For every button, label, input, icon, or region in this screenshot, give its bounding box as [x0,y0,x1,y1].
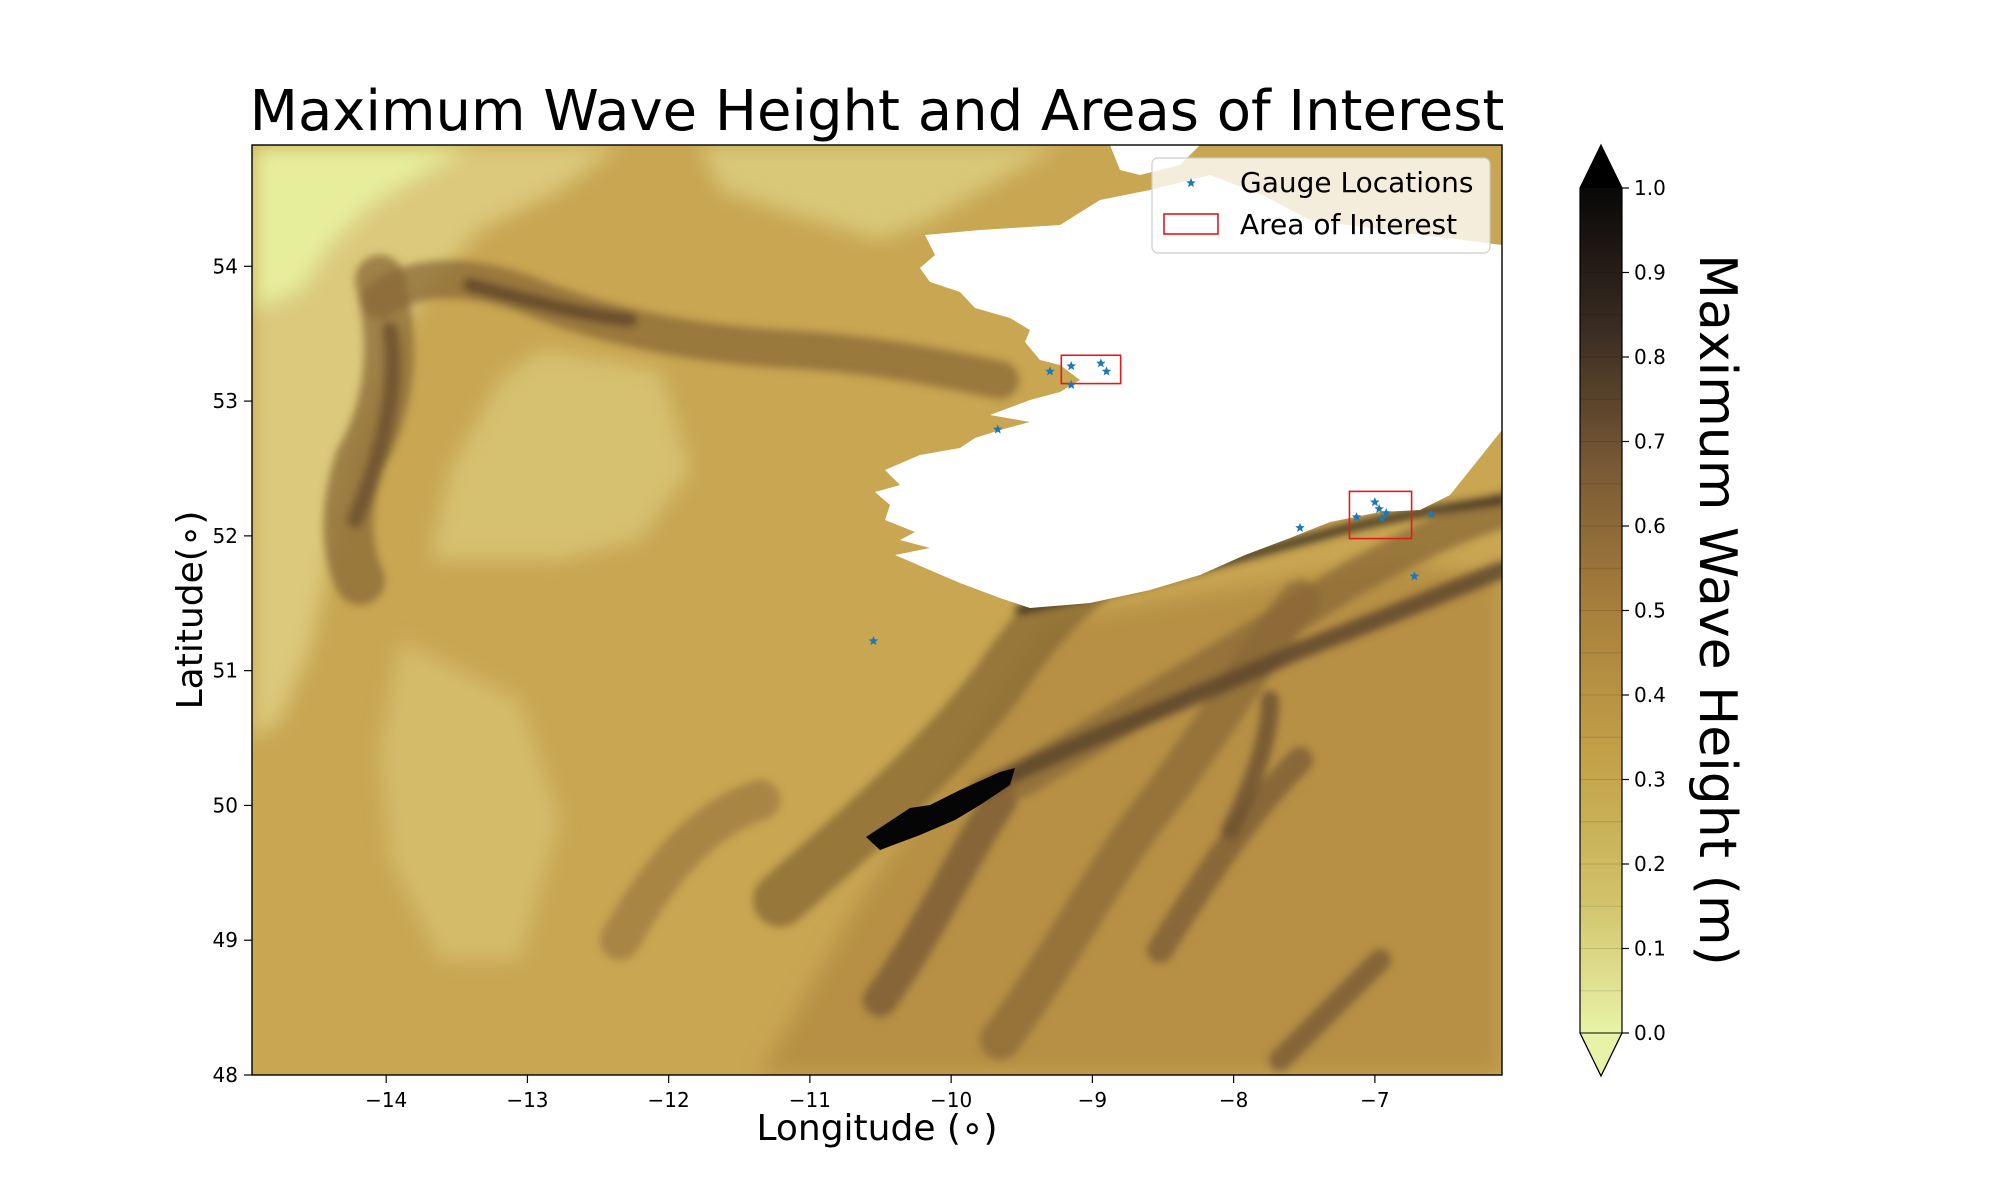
southern-ridge [1269,949,1391,1071]
gauge-marker [1096,358,1106,368]
central-ridge-d [600,780,780,960]
y-tick-label: 51 [213,659,238,683]
gauge-marker [1066,361,1076,371]
eastern-ridge-c [1221,691,1279,839]
y-tick-label: 54 [213,254,238,278]
colorbar-extend-min [1579,1032,1623,1078]
x-tick-label: −7 [1360,1088,1389,1112]
legend-box [1151,157,1491,254]
north-light-band [700,145,1060,240]
y-tick-label: 49 [213,928,238,952]
x-tick-label: −11 [789,1088,831,1112]
northwest-arc-ridge [323,255,414,605]
gauge-marker [993,424,1003,434]
x-axis-ticks: −14 −13 −12 −11 −10 −9 −8 −7 [365,1075,1390,1112]
ireland-landmass [875,175,1502,608]
gauge-marker [1374,503,1384,513]
gauge-marker [1381,507,1391,517]
x-tick-label: −10 [930,1088,972,1112]
central-ridge-b [863,783,1017,1017]
source-region-max [866,768,1015,850]
colorbar-tick-label: 0.8 [1634,345,1666,369]
colorbar-level-bands [1580,229,1622,992]
northern-arc-ridge [361,260,1019,399]
dark-core-swath [971,561,1502,799]
y-tick-label: 48 [213,1063,238,1087]
x-tick-label: −9 [1078,1088,1107,1112]
x-tick-label: −12 [648,1088,690,1112]
legend-item-gauges: Gauge Locations [1186,166,1474,199]
colorbar: 0.0 0.1 0.2 0.3 0.4 0.5 0.6 0.7 0.8 0.9 1.0 Maximu… [1579,143,1747,1078]
colorbar-tick-label: 0.1 [1634,937,1666,961]
areas-of-interest [1060,354,1413,540]
gauge-marker [1409,571,1420,581]
gauge-marker [1295,522,1305,532]
gauge-marker [1377,513,1387,523]
colorbar-tick-label: 0.0 [1634,1021,1666,1045]
northern-arc-ridge-core [463,278,637,327]
colorbar-tick-label: 1.0 [1634,176,1666,200]
colorbar-tick-label: 0.6 [1634,514,1666,538]
y-tick-label: 50 [213,793,238,817]
chart-title: Maximum Wave Height and Areas of Interes… [250,79,1505,144]
colorbar-tick-label: 0.3 [1634,768,1666,792]
gauge-marker [1045,366,1055,376]
x-tick-label: −14 [365,1088,407,1112]
legend-item-area: Area of Interest [1163,208,1457,241]
colorbar-tick-label: 0.9 [1634,261,1666,285]
y-tick-label: 52 [213,524,238,548]
colorbar-tick-label: 0.4 [1634,683,1666,707]
colorbar-ticks: 0.0 0.1 0.2 0.3 0.4 0.5 0.6 0.7 0.8 0.9 1.0 [1622,176,1666,1045]
northwest-arc-ridge-core [347,322,401,528]
area-of-interest-box [1060,354,1122,385]
gauge-marker [1066,379,1076,389]
colorbar-extend-max [1580,145,1622,188]
gauge-marker [1370,497,1380,507]
inner-light-zone [430,350,690,560]
gauge-marker [868,636,879,646]
light-offshore-region [252,145,620,740]
x-tick-label: −8 [1219,1088,1248,1112]
gauge-marker [1351,512,1362,522]
gauge-markers [868,358,1437,646]
gauge-marker [1426,509,1437,519]
plot-area [252,145,1502,1075]
southwest-light-zone [380,640,560,960]
legend-label-gauges: Gauge Locations [1240,166,1474,199]
gauge-marker [1101,366,1112,376]
x-axis-label: Longitude (∘) [756,1108,997,1149]
legend: Gauge Locations Area of Interest [1151,157,1491,254]
lightest-corner [252,145,470,310]
colorbar-body [1580,188,1622,1033]
plot-frame [251,144,1503,1076]
area-of-interest-box [1348,490,1413,540]
colorbar-tick-label: 0.7 [1634,430,1666,454]
y-tick-label: 53 [213,389,238,413]
colorbar-tick-label: 0.5 [1634,599,1666,623]
y-axis-ticks: 48 49 50 51 52 53 54 [213,254,252,1087]
legend-label-area: Area of Interest [1240,208,1457,241]
eastern-ridge-b [1147,747,1313,963]
colorbar-label: Maximum Wave Height (m) [1687,254,1747,966]
legend-rect-marker [1163,213,1219,235]
legend-star-marker [1186,178,1196,188]
y-axis-label: Latitude(∘) [170,511,211,710]
colorbar-tick-label: 0.2 [1634,852,1666,876]
x-tick-label: −13 [506,1088,548,1112]
